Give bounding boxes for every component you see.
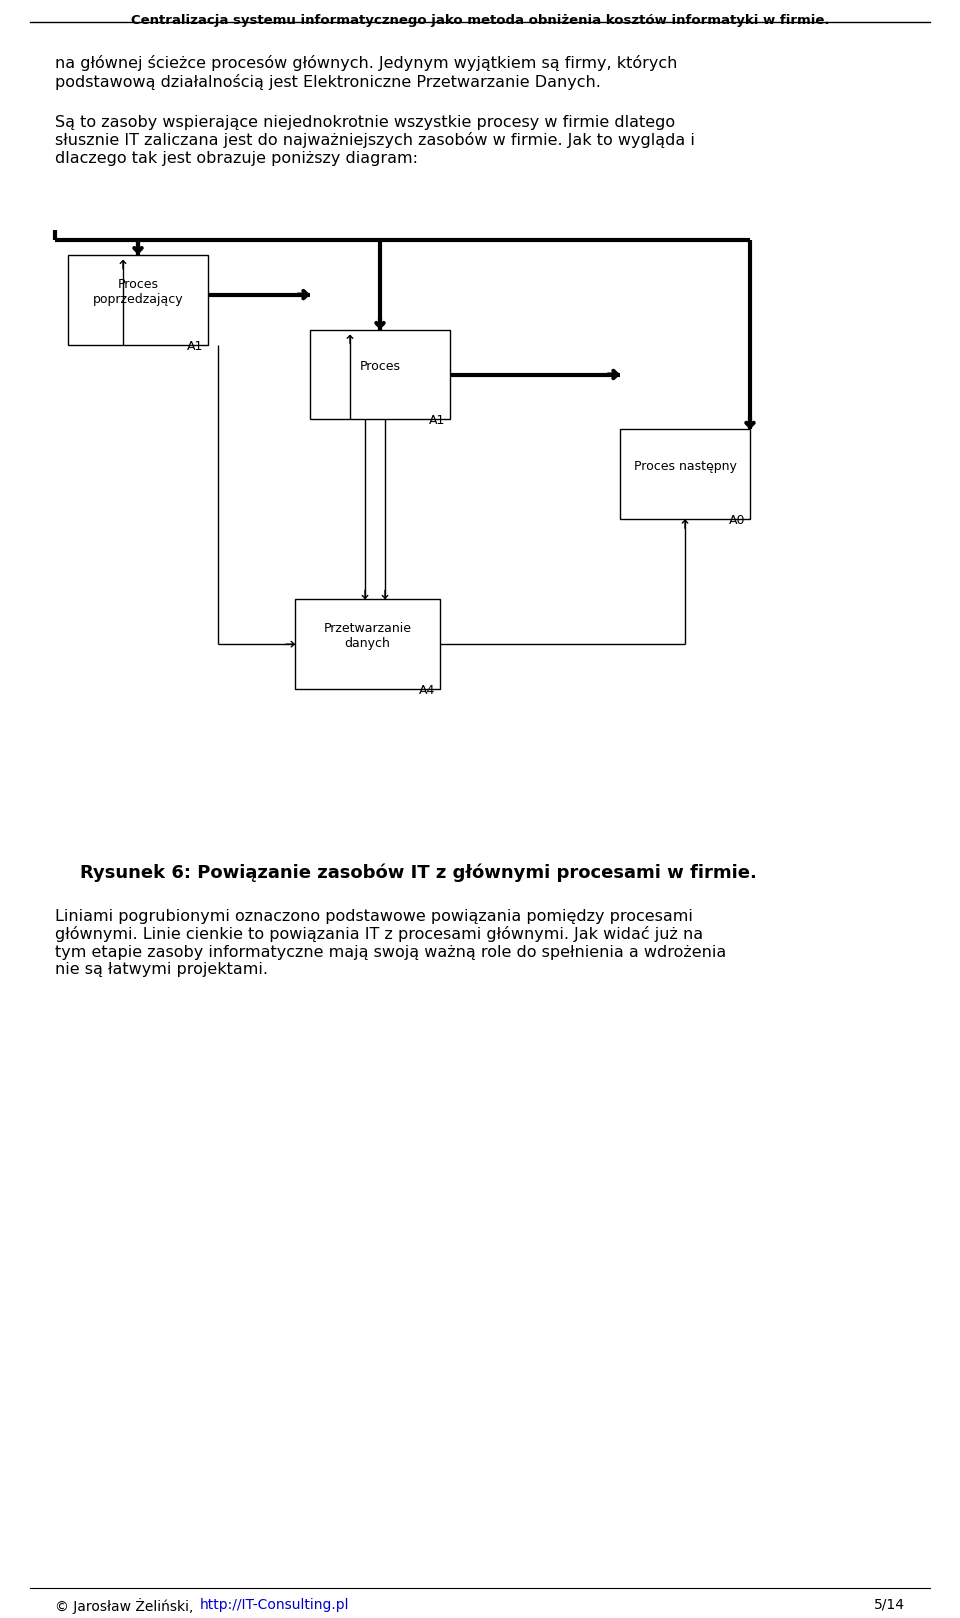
Text: Rysunek 6: Powiązanie zasobów IT z głównymi procesami w firmie.: Rysunek 6: Powiązanie zasobów IT z główn… [80, 864, 756, 882]
Text: Są to zasoby wspierające niejednokrotnie wszystkie procesy w firmie dlatego
słus: Są to zasoby wspierające niejednokrotnie… [55, 115, 695, 167]
Text: 5/14: 5/14 [874, 1599, 905, 1612]
Text: Proces następny: Proces następny [634, 460, 736, 472]
Text: © Jarosław Żeliński,: © Jarosław Żeliński, [55, 1599, 193, 1613]
Text: Proces
poprzedzający: Proces poprzedzający [93, 278, 183, 306]
Text: na głównej ścieżce procesów głównych. Jedynym wyjątkiem są firmy, których
podsta: na głównej ścieżce procesów głównych. Je… [55, 55, 678, 89]
FancyBboxPatch shape [620, 429, 750, 519]
Text: Centralizacja systemu informatycznego jako metoda obniżenia kosztów informatyki : Centralizacja systemu informatycznego ja… [131, 15, 829, 28]
FancyBboxPatch shape [68, 254, 208, 345]
FancyBboxPatch shape [295, 599, 440, 689]
Text: A0: A0 [729, 515, 745, 527]
Text: A4: A4 [419, 684, 435, 697]
Text: Liniami pogrubionymi oznaczono podstawowe powiązania pomiędzy procesami
głównymi: Liniami pogrubionymi oznaczono podstawow… [55, 909, 727, 977]
Text: Przetwarzanie
danych: Przetwarzanie danych [324, 623, 412, 650]
Text: A1: A1 [186, 340, 203, 353]
Text: http://IT-Consulting.pl: http://IT-Consulting.pl [200, 1599, 349, 1612]
Text: Proces: Proces [359, 361, 400, 374]
FancyBboxPatch shape [310, 330, 450, 419]
Text: A1: A1 [428, 414, 445, 427]
